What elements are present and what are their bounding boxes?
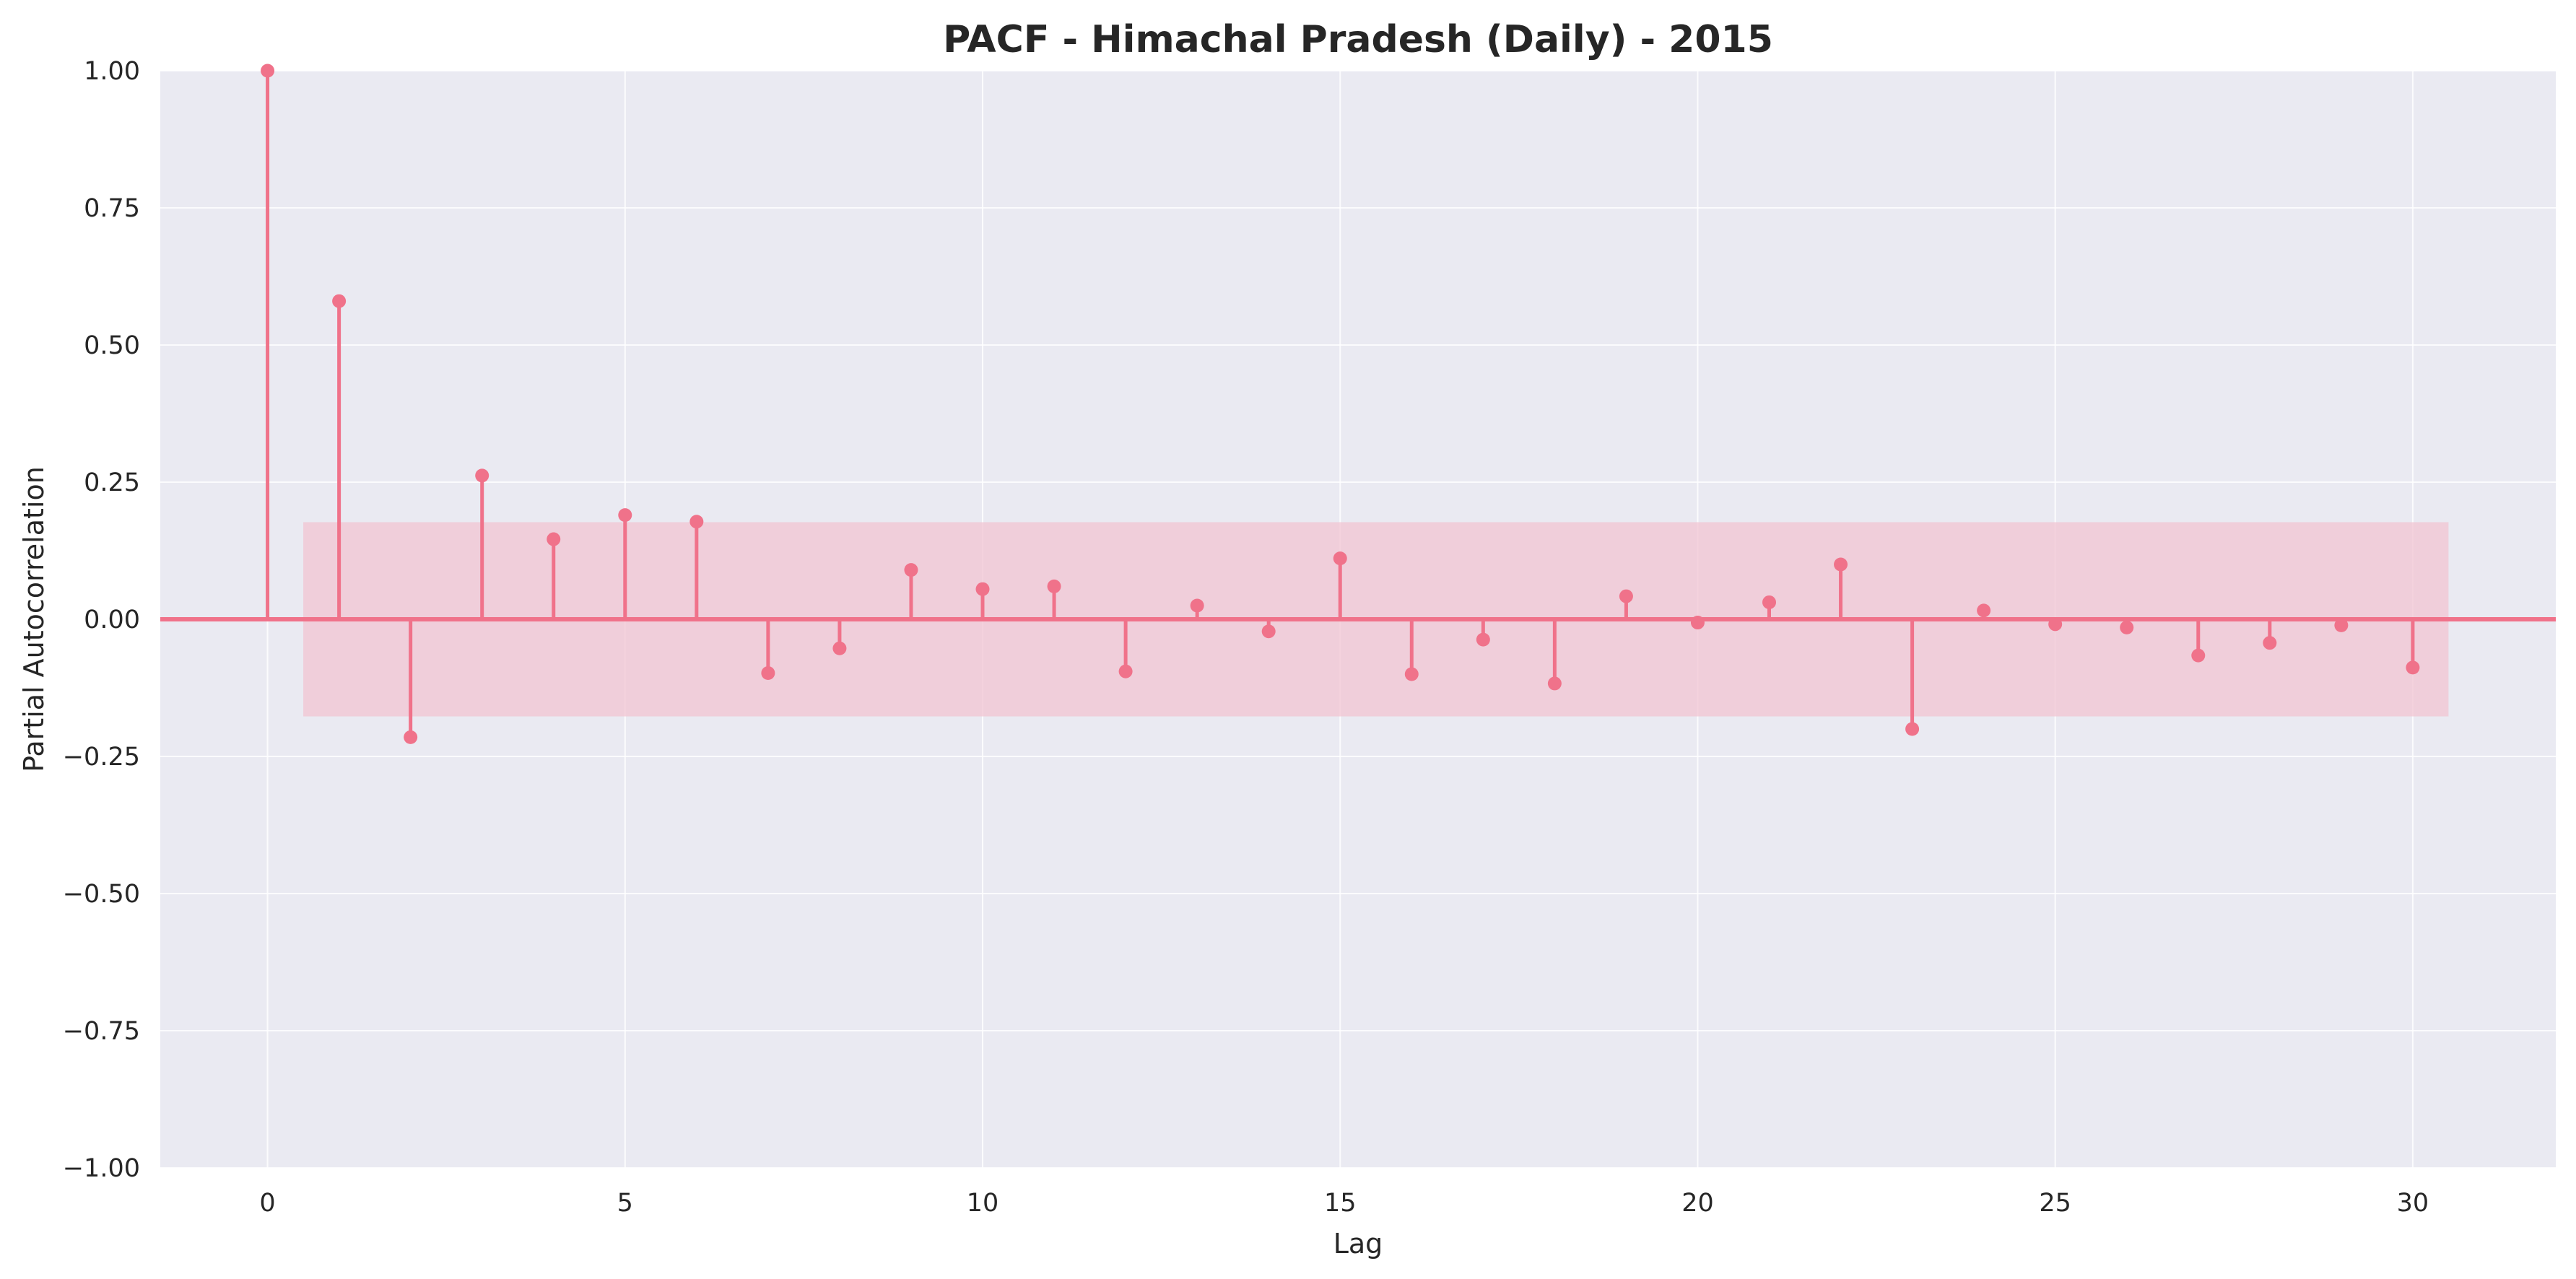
stem-marker [475, 468, 489, 483]
y-tick-label: −1.00 [63, 1154, 140, 1183]
stem-marker [1333, 551, 1347, 566]
stem-marker [1476, 632, 1490, 647]
stem-marker [1619, 589, 1633, 603]
stem-marker [2191, 648, 2206, 663]
stem-marker [761, 665, 775, 680]
x-axis-label: Lag [1333, 1228, 1383, 1260]
stem-marker [261, 64, 275, 78]
x-tick-label: 30 [2397, 1189, 2429, 1218]
x-tick-labels: 0 5 10 15 20 25 30 [259, 1189, 2429, 1218]
stem-marker [404, 730, 418, 744]
stem-marker [2120, 620, 2134, 634]
y-tick-label: 0.00 [84, 606, 140, 634]
stem-marker [1977, 603, 1991, 618]
stem-marker [1047, 579, 1061, 593]
x-tick-label: 5 [617, 1189, 633, 1218]
stem-marker [1762, 595, 1777, 609]
x-tick-label: 20 [1681, 1189, 1714, 1218]
stem-marker [1190, 598, 1204, 613]
stem-marker [2263, 636, 2277, 650]
stem-marker [2406, 660, 2420, 675]
stem-marker [2334, 618, 2349, 632]
stem-marker [618, 508, 632, 523]
stem-marker [975, 582, 990, 596]
x-tick-label: 10 [967, 1189, 999, 1218]
stem-marker [1261, 624, 1276, 639]
stem-marker [2048, 617, 2063, 632]
y-tick-labels: −1.00 −0.75 −0.50 −0.25 0.00 0.25 0.50 0.75 1.00 [63, 57, 140, 1183]
stem-marker [1834, 557, 1848, 572]
x-tick-label: 15 [1324, 1189, 1357, 1218]
stem-marker [832, 641, 847, 655]
y-axis-label: Partial Autocorrelation [18, 466, 50, 772]
chart-title: PACF - Himachal Pradesh (Daily) - 2015 [943, 18, 1773, 61]
stem-marker [1118, 664, 1133, 678]
y-tick-label: −0.50 [63, 880, 140, 909]
y-tick-label: 0.50 [84, 331, 140, 360]
stem-marker [1547, 676, 1562, 691]
stem-marker [332, 294, 347, 308]
markers [261, 64, 2420, 744]
y-tick-label: −0.75 [63, 1017, 140, 1046]
y-tick-label: 0.75 [84, 194, 140, 223]
stem-marker [547, 532, 561, 546]
stem-marker [1690, 616, 1705, 630]
stem-marker [689, 515, 704, 529]
x-tick-label: 25 [2039, 1189, 2071, 1218]
y-tick-label: 1.00 [84, 57, 140, 86]
stem-marker [1905, 722, 1920, 736]
stem-marker [904, 563, 918, 577]
y-tick-label: −0.25 [63, 743, 140, 772]
y-tick-label: 0.25 [84, 468, 140, 497]
stem-marker [1404, 667, 1419, 681]
x-tick-label: 0 [259, 1189, 275, 1218]
